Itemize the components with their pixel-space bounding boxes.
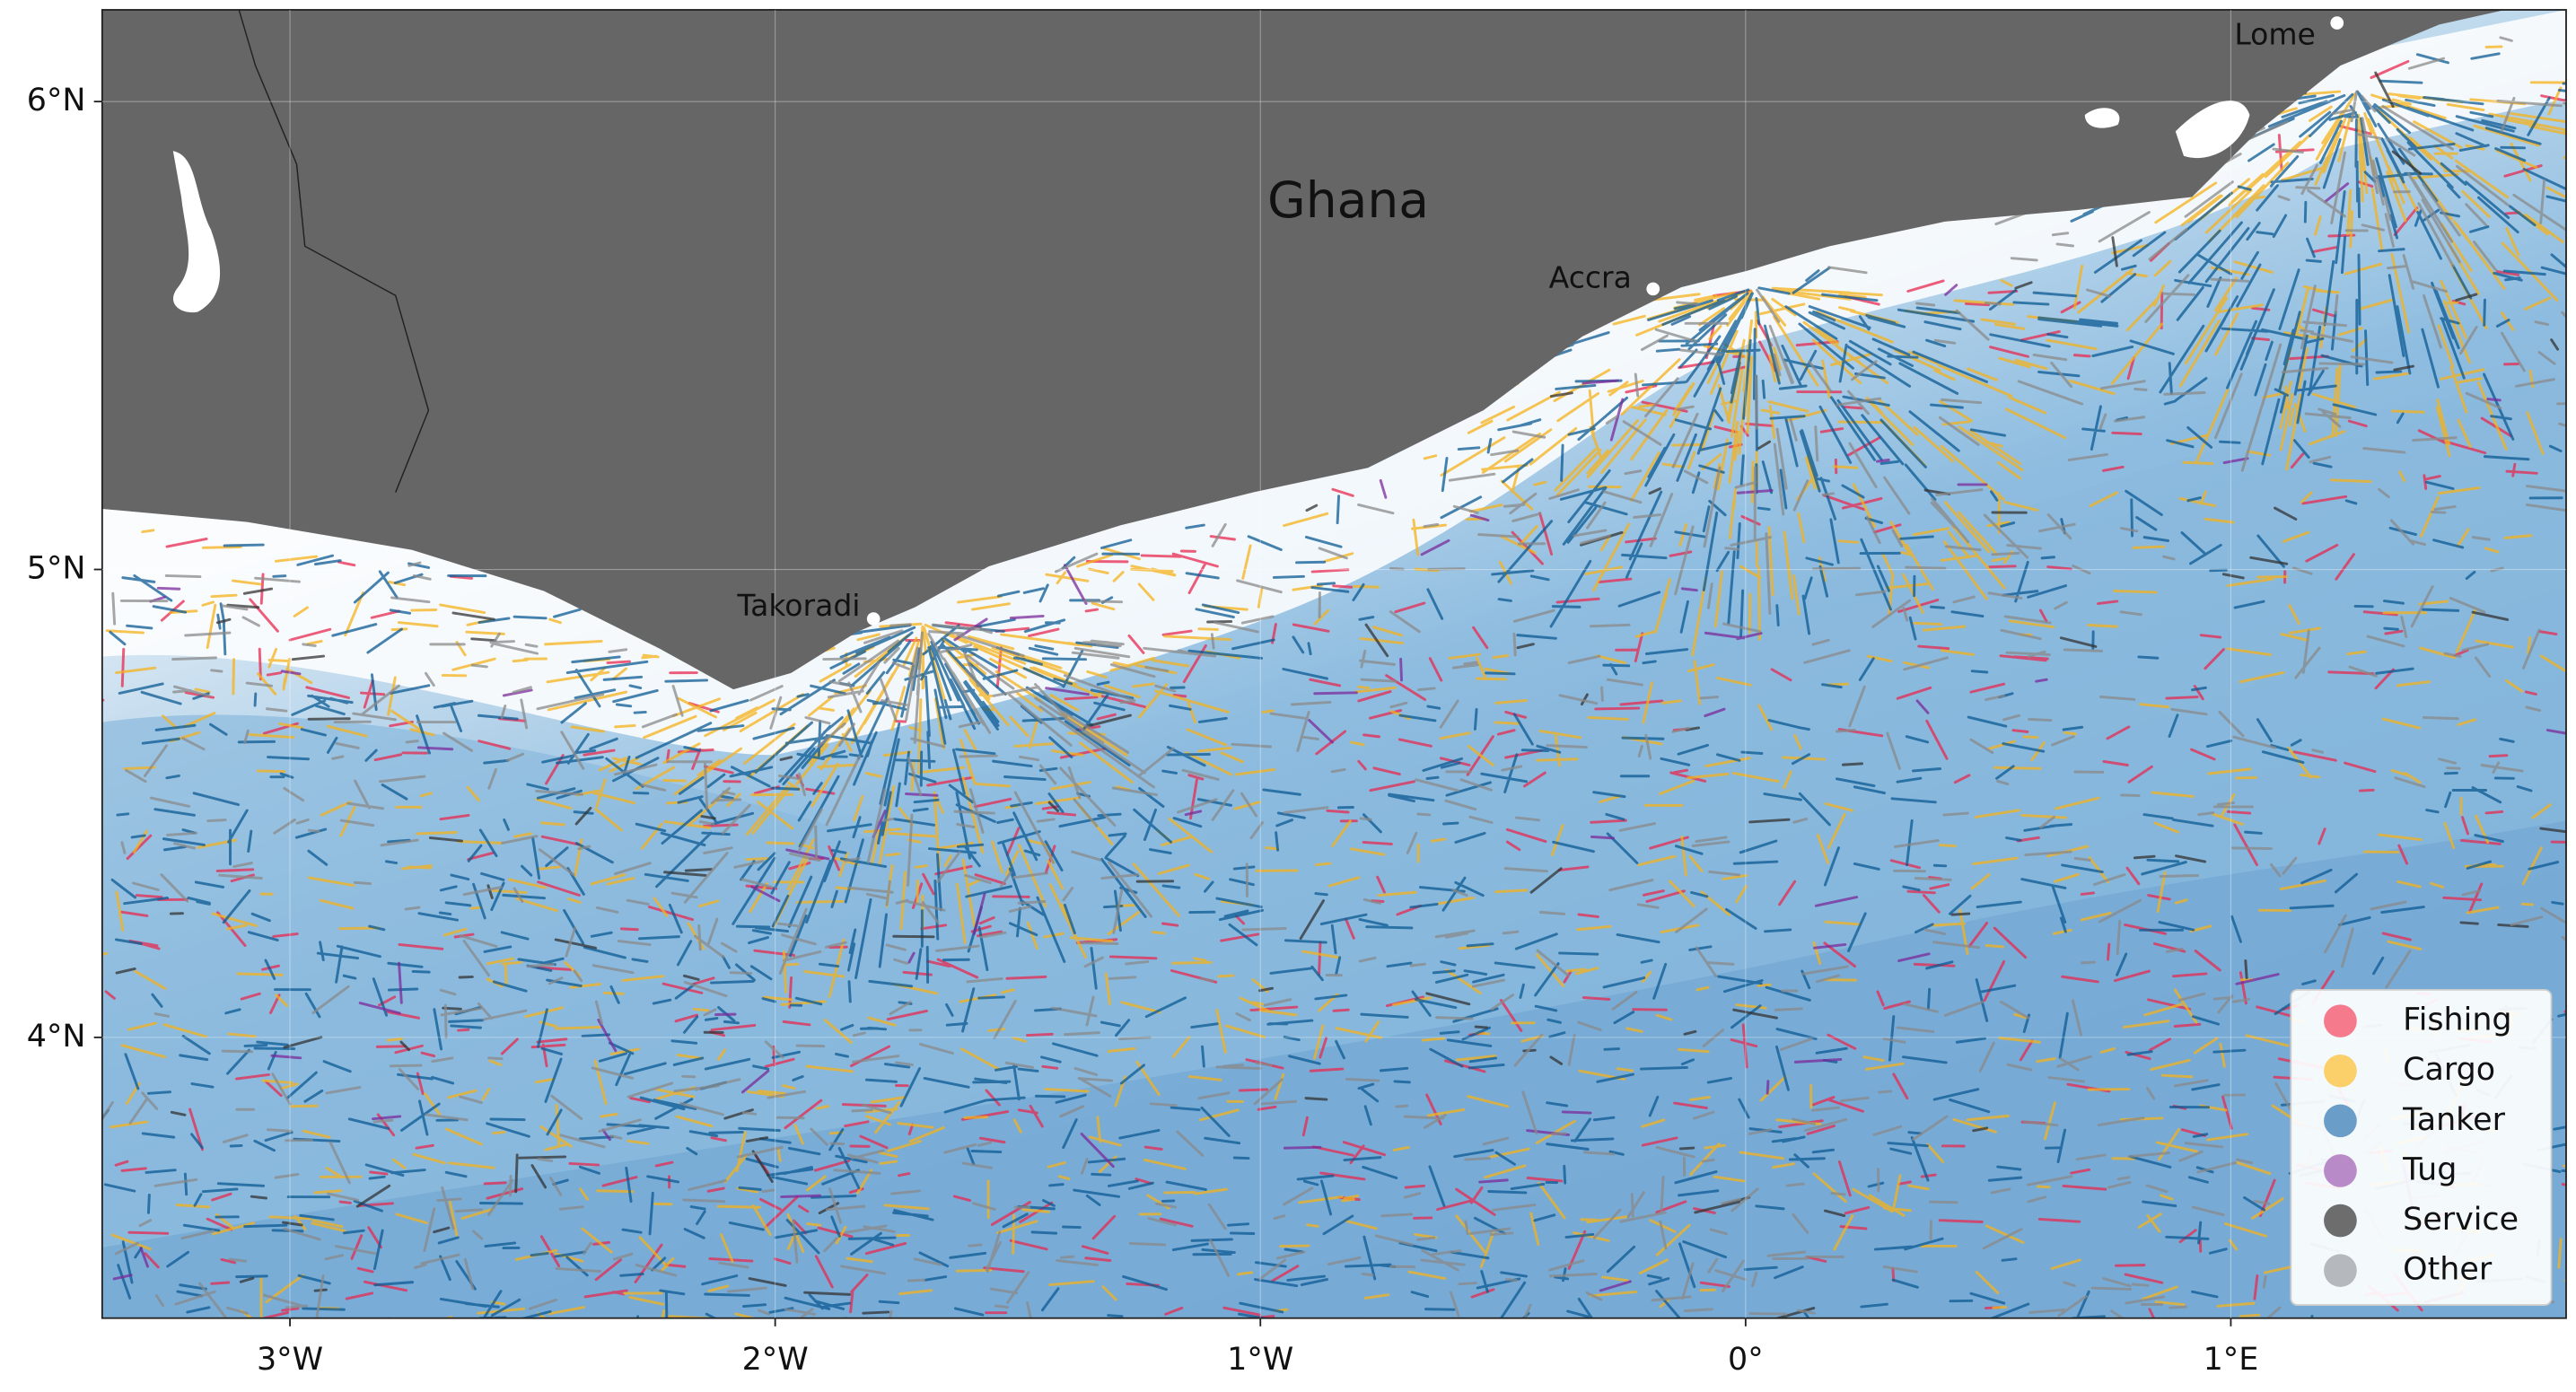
- city-marker: [1646, 282, 1660, 296]
- x-tick-label: 3°W: [257, 1342, 323, 1378]
- legend-swatch: [2324, 1204, 2357, 1238]
- axes: 3°W 2°W 1°W 0° 1°E 4°N 5°N 6°N: [27, 9, 2566, 1378]
- lagoon: [2175, 101, 2250, 159]
- legend-swatch: [2324, 1254, 2357, 1287]
- legend-swatch: [2324, 1004, 2357, 1037]
- legend-label: Tug: [2402, 1151, 2457, 1187]
- place-label: Takoradi: [736, 588, 860, 623]
- track: [112, 182, 2566, 1304]
- legend-label: Service: [2403, 1202, 2519, 1238]
- track: [101, 36, 2566, 1318]
- legend-label: Cargo: [2403, 1052, 2495, 1088]
- x-tick-label: 2°W: [742, 1342, 809, 1378]
- lagoon: [2084, 108, 2120, 128]
- legend-label: Other: [2403, 1252, 2493, 1288]
- legend-swatch: [2324, 1154, 2357, 1187]
- x-tick-label: 0°: [1728, 1342, 1764, 1378]
- legend-label: Tanker: [2402, 1102, 2505, 1138]
- lake: [172, 151, 221, 313]
- city-marker: [2330, 16, 2344, 30]
- y-tick-label: 6°N: [27, 83, 86, 118]
- x-tick-label: 1°E: [2204, 1342, 2259, 1378]
- legend-swatch: [2324, 1054, 2357, 1088]
- legend-label: Fishing: [2403, 1002, 2511, 1038]
- legend-swatch: [2324, 1104, 2357, 1138]
- place-label: Accra: [1549, 259, 1632, 294]
- legend: Fishing Cargo Tanker Tug Service Other: [2290, 988, 2553, 1306]
- border: [238, 9, 430, 493]
- map-area: Ghana Takoradi Accra Lome: [101, 9, 2566, 1318]
- country-label: Ghana: [1267, 171, 1429, 229]
- frame: [101, 9, 2567, 1319]
- y-tick-label: 4°N: [27, 1019, 86, 1055]
- track: [101, 59, 2566, 1318]
- place-label: Lome: [2234, 17, 2316, 52]
- y-tick-label: 5°N: [27, 551, 86, 587]
- track: [115, 71, 2566, 1318]
- city-marker: [866, 612, 881, 626]
- x-tick-label: 1°W: [1227, 1342, 1293, 1378]
- land: [101, 9, 2506, 690]
